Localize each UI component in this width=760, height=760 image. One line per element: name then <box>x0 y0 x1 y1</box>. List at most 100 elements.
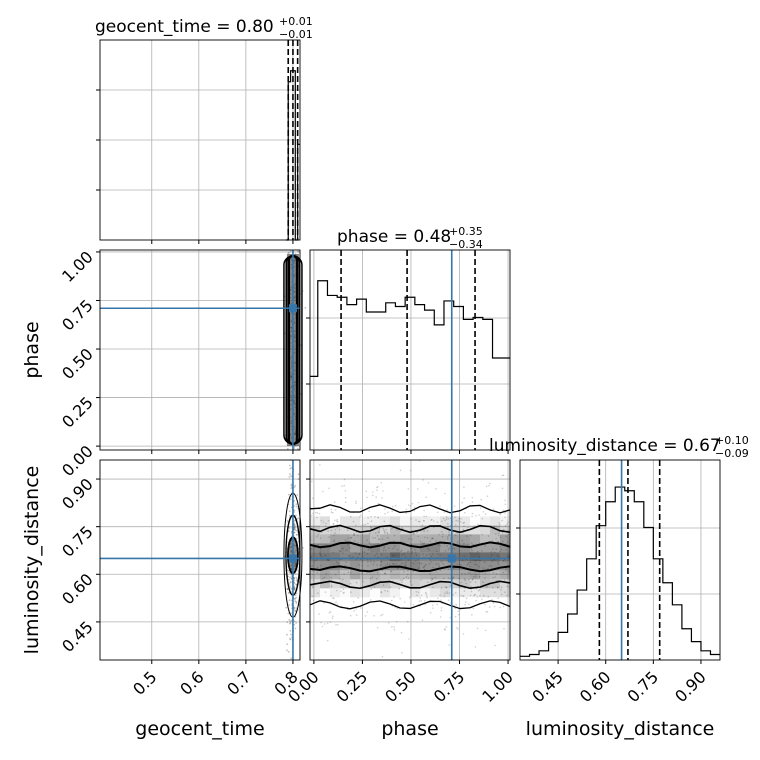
scatter-point <box>439 545 442 547</box>
xlabel-phase: phase <box>381 718 438 740</box>
scatter-point <box>355 614 358 616</box>
scatter-point <box>422 520 425 522</box>
scatter-point <box>332 522 335 525</box>
scatter-point <box>376 542 379 545</box>
scatter-point <box>330 585 333 588</box>
scatter-point <box>472 607 475 610</box>
scatter-point <box>435 540 438 542</box>
scatter-point <box>352 520 355 523</box>
scatter-point <box>381 613 384 616</box>
scatter-point <box>288 493 290 496</box>
scatter-point <box>501 487 504 490</box>
hist2d-cell <box>440 579 450 589</box>
hist2d-cell <box>320 552 330 562</box>
scatter-point <box>396 607 399 610</box>
hist2d-cell <box>490 588 500 598</box>
scatter-point <box>474 573 477 576</box>
scatter-point <box>464 512 466 514</box>
scatter-point <box>441 535 444 538</box>
hist2d-cell <box>490 534 500 544</box>
scatter-point <box>436 603 439 606</box>
hist2d-cell <box>350 552 360 562</box>
scatter-point <box>289 514 291 517</box>
scatter-point <box>290 483 293 486</box>
scatter-point <box>424 564 426 567</box>
scatter-point <box>430 519 432 521</box>
scatter-point <box>457 610 459 612</box>
hist2d-cell <box>440 525 450 535</box>
scatter-point <box>436 521 439 523</box>
scatter-point <box>365 490 368 493</box>
scatter-point <box>384 589 386 592</box>
scatter-point <box>444 586 447 588</box>
scatter-point <box>391 626 393 628</box>
scatter-point <box>406 551 409 553</box>
scatter-point <box>445 516 448 518</box>
scatter-point <box>312 579 315 582</box>
scatter-point <box>459 564 462 566</box>
scatter-point <box>343 478 346 481</box>
hist2d-cell <box>360 543 370 553</box>
scatter-point <box>399 597 402 600</box>
xtick-label-luminosity_distance-0: 0.45 <box>528 667 567 706</box>
scatter-point <box>360 607 362 609</box>
scatter-point <box>289 620 291 623</box>
scatter-point <box>355 500 357 503</box>
scatter-point <box>472 578 474 580</box>
scatter-point <box>405 561 407 564</box>
scatter-point <box>328 487 330 490</box>
scatter-point <box>407 488 410 490</box>
scatter-point <box>498 522 501 524</box>
scatter-point <box>295 592 298 595</box>
scatter-point <box>471 515 473 518</box>
truth-marker <box>447 554 456 563</box>
scatter-point <box>345 561 348 563</box>
xtick-label-phase-4: 1.00 <box>478 667 517 706</box>
scatter-point <box>393 545 396 547</box>
hist2d-cell <box>350 543 360 553</box>
scatter-point <box>384 508 386 510</box>
hist2d-cell <box>430 588 440 598</box>
scatter-point <box>426 595 428 597</box>
scatter-point <box>505 535 507 538</box>
scatter-point <box>432 526 435 529</box>
scatter-point <box>456 563 459 566</box>
scatter-point <box>467 526 469 529</box>
hist2d-cell <box>470 561 480 571</box>
title-luminosity-distance-main: luminosity_distance = 0.67 <box>489 436 721 456</box>
scatter-point <box>508 533 510 535</box>
scatter-point <box>367 565 369 567</box>
scatter-point <box>418 562 421 564</box>
scatter-point <box>355 502 357 505</box>
scatter-point <box>376 564 378 566</box>
scatter-point <box>319 551 322 553</box>
scatter-point <box>286 588 289 591</box>
scatter-point <box>418 567 420 569</box>
scatter-point <box>321 577 324 580</box>
scatter-point <box>394 505 397 507</box>
scatter-point <box>420 594 423 597</box>
scatter-point <box>317 592 319 594</box>
scatter-point <box>454 592 457 594</box>
ytick-label-phase-0: 0.00 <box>58 442 97 481</box>
scatter-point <box>440 531 443 533</box>
ylabel-luminosity-distance: luminosity_distance <box>21 466 43 655</box>
scatter-point <box>384 549 387 552</box>
scatter-point <box>318 613 320 615</box>
scatter-point <box>338 528 341 531</box>
scatter-point <box>317 544 320 546</box>
scatter-point <box>342 588 345 591</box>
scatter-point <box>371 494 374 497</box>
scatter-point <box>376 534 379 537</box>
scatter-point <box>426 554 428 557</box>
hist2d-cell <box>420 516 430 526</box>
scatter-point <box>473 594 475 597</box>
scatter-point <box>392 562 394 565</box>
scatter-point <box>335 624 337 626</box>
scatter-point <box>338 571 340 573</box>
scatter-point <box>337 562 339 564</box>
hist2d-cell <box>340 534 350 544</box>
scatter-point <box>355 608 357 610</box>
scatter-point <box>448 534 450 536</box>
scatter-point <box>383 520 386 523</box>
